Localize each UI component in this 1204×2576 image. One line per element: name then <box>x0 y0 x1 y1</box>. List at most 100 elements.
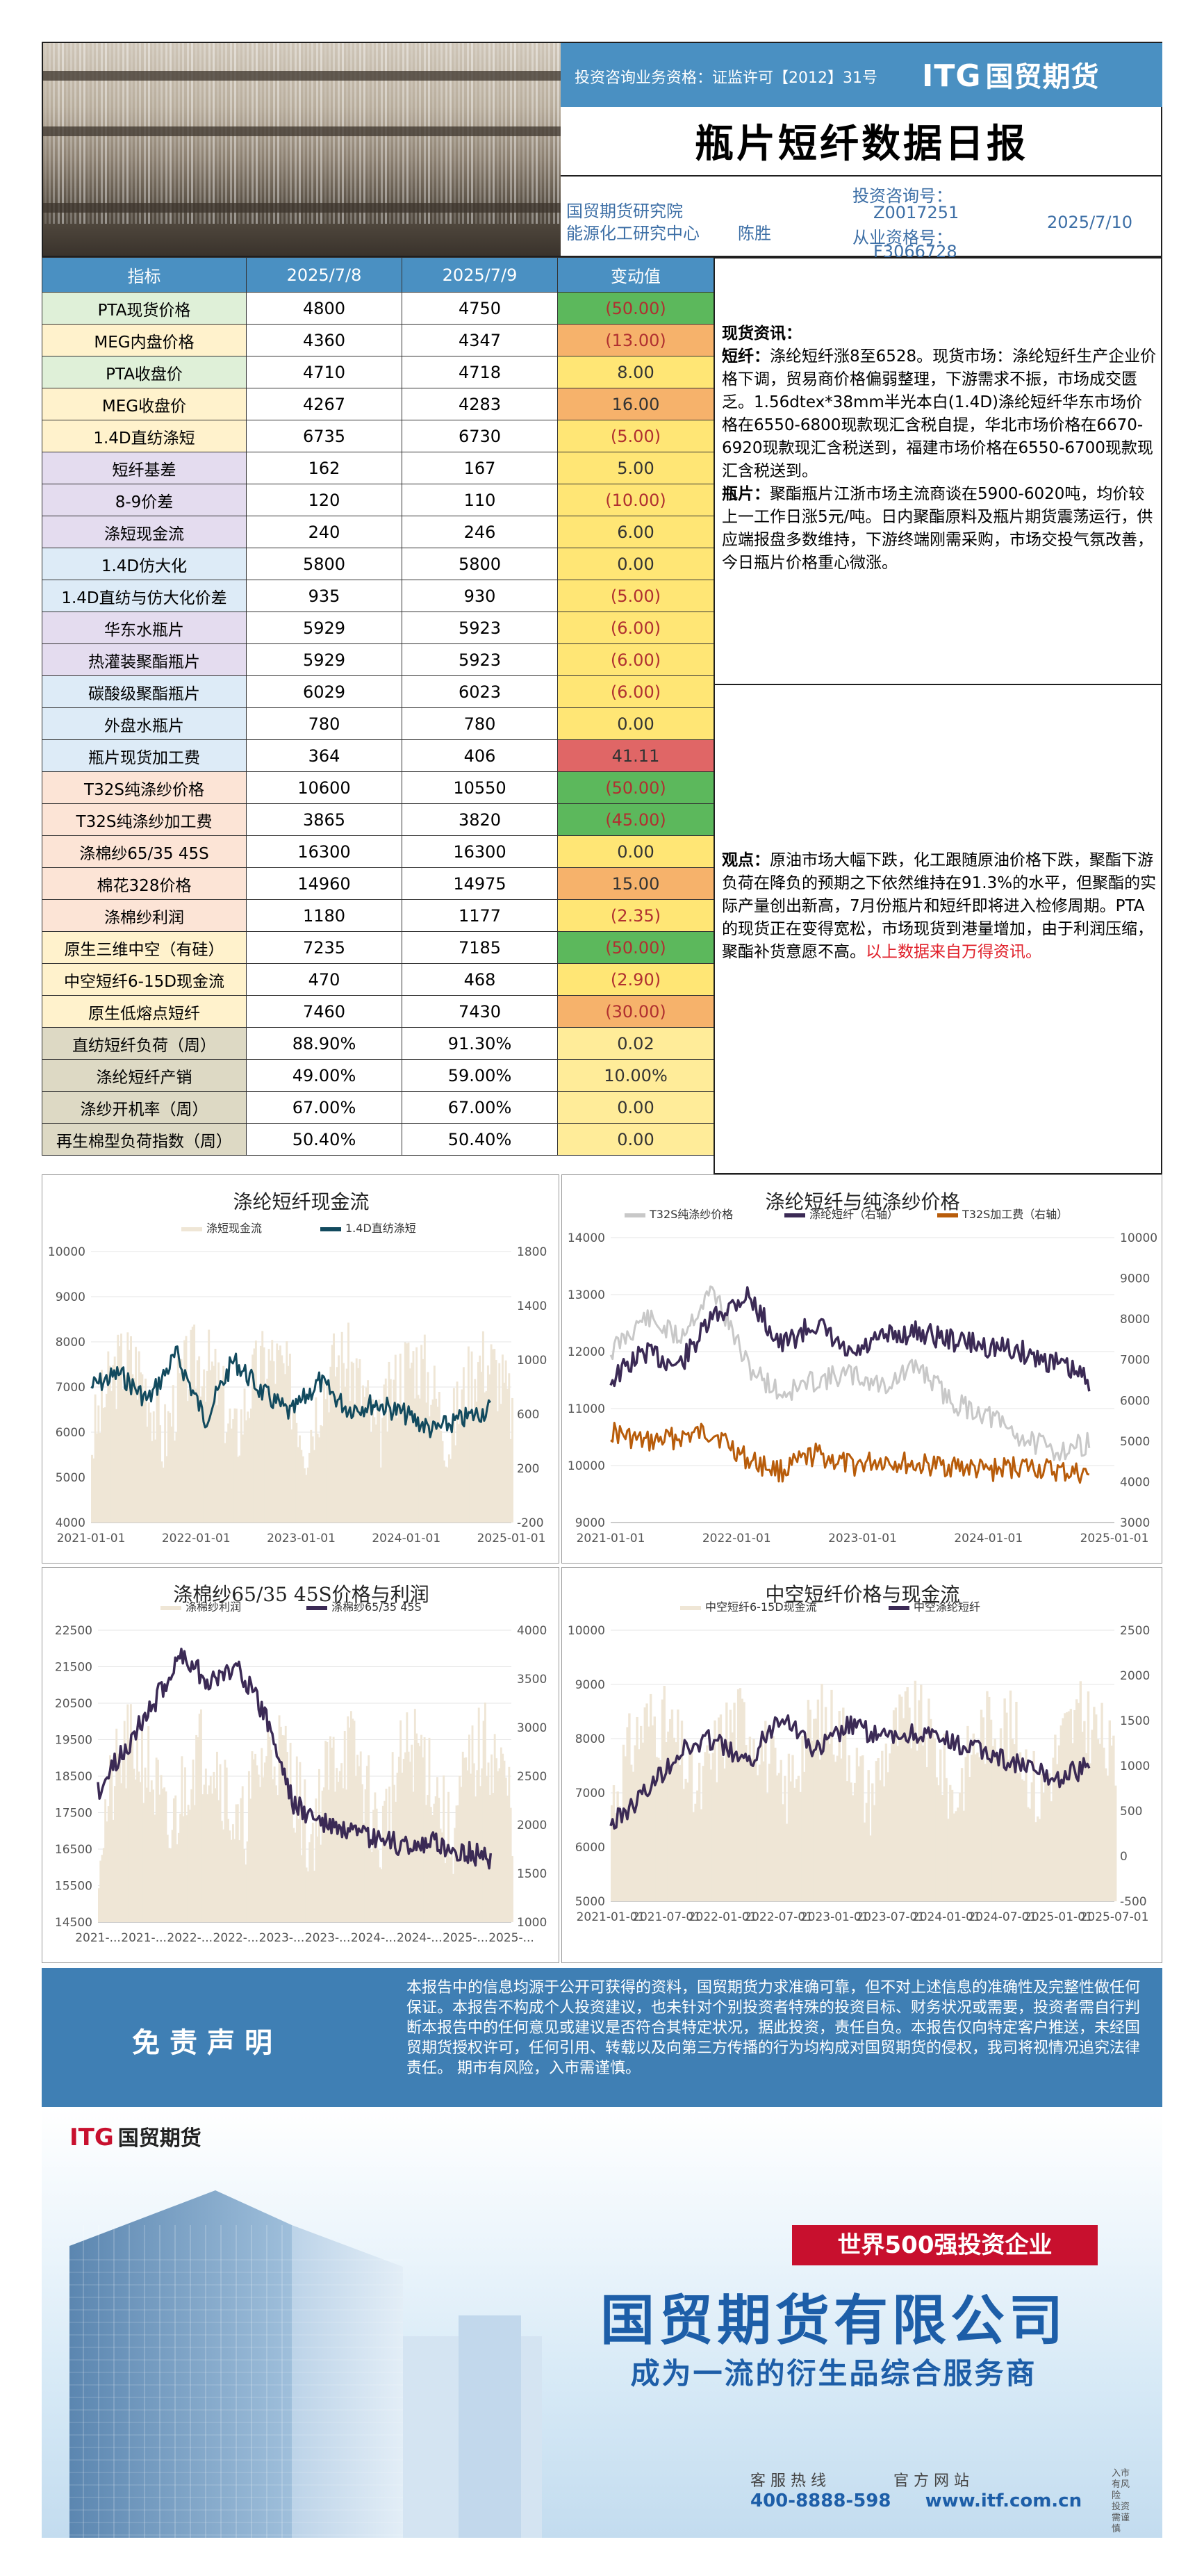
area-bar <box>208 1785 211 1922</box>
area-bar <box>493 1349 496 1523</box>
area-bar <box>467 1346 470 1523</box>
legend-label: 1.4D直纺涤短 <box>345 1222 416 1235</box>
series-line <box>610 1422 1090 1484</box>
series-line <box>609 1286 1091 1392</box>
table-row: 原生三维中空（有硅） 7235 7185 (50.00) <box>42 931 714 964</box>
x-tick: 2022-01-01 <box>162 1532 231 1545</box>
area-bar <box>329 1366 332 1523</box>
x-tick: 2021-01-01 <box>577 1532 645 1545</box>
area-bar <box>921 1745 925 1901</box>
area-bar <box>315 1397 318 1523</box>
consult-number: Z0017251 <box>873 203 959 222</box>
area-bar <box>190 1329 192 1523</box>
area-bar <box>1108 1720 1111 1901</box>
area-bar <box>495 1758 497 1922</box>
area-bar <box>772 1736 775 1901</box>
area-bar <box>873 1805 876 1901</box>
row-value-day1: 88.90% <box>246 1027 402 1060</box>
area-bar <box>393 1379 395 1523</box>
area-bar <box>474 1379 477 1523</box>
row-value-day2: 6730 <box>402 420 558 452</box>
area-bar <box>799 1791 802 1901</box>
area-bar <box>211 1361 213 1523</box>
area-bar <box>216 1751 218 1922</box>
area-bar <box>191 1327 194 1523</box>
analyst-info: 国贸期货研究院 能源化工研究中心 陈胜 投资咨询号： Z0017251 从业资格… <box>561 175 1162 261</box>
header-date-2: 2025/7/9 <box>402 257 558 293</box>
legend-swatch <box>625 1213 645 1217</box>
area-bar <box>984 1764 987 1901</box>
area-bar <box>433 1365 436 1523</box>
row-indicator-name: 外盘水瓶片 <box>42 707 247 740</box>
view-label: 观点： <box>722 851 770 869</box>
row-indicator-name: 涤纱开机率（周） <box>42 1091 247 1124</box>
row-indicator-name: 棉花328价格 <box>42 867 247 900</box>
area-bar <box>700 1809 703 1901</box>
area-bar <box>368 1400 371 1523</box>
row-value-day1: 162 <box>246 452 402 484</box>
company-name: 国贸期货有限公司 <box>600 2290 1067 2352</box>
area-bar <box>424 1805 427 1922</box>
area-bar <box>232 1419 235 1523</box>
area-bar <box>197 1737 199 1922</box>
x-tick: 2024-... <box>351 1931 397 1945</box>
table-row: 涤棉纱65/35 45S 16300 16300 0.00 <box>42 835 714 868</box>
loom-beam <box>43 71 561 81</box>
area-bar <box>968 1777 971 1901</box>
website-url[interactable]: www.itf.com.cn <box>925 2491 1082 2511</box>
row-value-day1: 3865 <box>246 803 402 836</box>
area-bar <box>996 1754 998 1901</box>
area-bar <box>320 1844 322 1922</box>
row-change-value: 10.00% <box>557 1059 714 1092</box>
area-bar <box>263 1762 266 1922</box>
row-value-day2: 10550 <box>402 771 558 804</box>
y-right-tick: 7000 <box>1120 1354 1150 1368</box>
area-bar <box>274 1384 277 1523</box>
area-bar <box>692 1812 695 1901</box>
area-bar <box>1017 1773 1020 1901</box>
area-bar <box>638 1749 641 1901</box>
area-bar <box>372 1810 375 1922</box>
area-bar <box>229 1408 231 1523</box>
area-bar <box>263 1347 265 1523</box>
area-bar <box>789 1781 792 1901</box>
area-bar <box>1048 1773 1051 1901</box>
area-bar <box>401 1404 404 1523</box>
area-bar <box>477 1707 480 1922</box>
row-change-value: 0.00 <box>557 835 714 868</box>
area-bar <box>152 1411 155 1523</box>
x-tick: 2023-01-01 <box>828 1532 897 1545</box>
area-bar <box>479 1355 481 1523</box>
area-bar <box>339 1394 342 1523</box>
area-bar <box>867 1770 870 1901</box>
area-bar <box>462 1367 465 1523</box>
area-bar <box>1071 1743 1074 1901</box>
loom-beam <box>43 203 561 213</box>
area-bar <box>1110 1745 1113 1901</box>
staple-fiber-text: 涤纶短纤涨8至6528。现货市场：涤纶短纤生产企业价格下调，贸易商价格偏弱整理，… <box>722 347 1157 480</box>
area-bar <box>618 1806 621 1901</box>
area-bar <box>980 1709 983 1901</box>
area-bar <box>282 1363 285 1523</box>
table-row: 涤纶短纤产销 49.00% 59.00% 10.00% <box>42 1059 714 1092</box>
area-bar <box>898 1694 901 1901</box>
area-bar <box>122 1389 124 1523</box>
area-bar <box>465 1417 468 1523</box>
area-bar <box>253 1348 256 1523</box>
y-left-tick: 14500 <box>55 1916 92 1930</box>
legend-swatch <box>680 1606 701 1610</box>
table-row: 热灌装聚酯瓶片 5929 5923 (6.00) <box>42 643 714 676</box>
area-bar <box>233 1408 236 1523</box>
hotline-label: 客 服 热 线 <box>750 2472 826 2490</box>
area-bar <box>287 1365 290 1523</box>
area-bar <box>363 1397 366 1523</box>
row-value-day1: 780 <box>246 707 402 740</box>
y-right-tick: 4000 <box>1120 1475 1150 1489</box>
area-bar <box>193 1805 196 1922</box>
area-bar <box>332 1737 335 1922</box>
area-bar <box>122 1760 124 1922</box>
area-bar <box>912 1726 915 1901</box>
area-bar <box>377 1407 379 1523</box>
area-bar <box>340 1331 343 1523</box>
area-bar <box>220 1386 223 1523</box>
